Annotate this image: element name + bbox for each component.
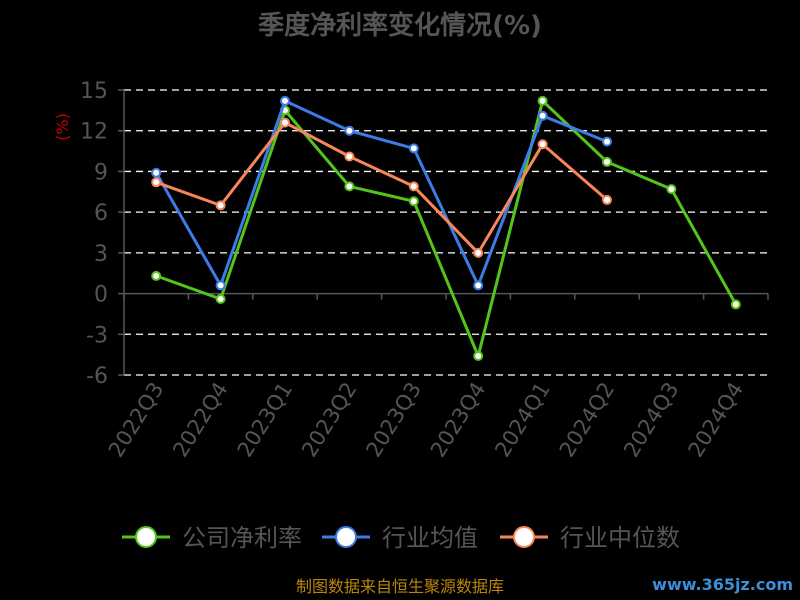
legend-label: 公司净利率 [182,524,302,552]
x-tick-label: 2023Q4 [426,378,491,461]
x-tick-label: 2023Q2 [297,378,362,461]
y-tick-label: 3 [94,242,108,267]
legend-item: 行业中位数 [500,524,680,552]
data-point [473,351,484,361]
legend-marker [335,526,357,548]
data-point [344,151,355,162]
y-tick-label: 0 [94,283,108,308]
data-point [215,294,226,304]
grid-lines [124,89,768,376]
data-source-note: 制图数据来自恒生聚源数据库 [296,577,504,596]
data-point [280,95,290,106]
legend-item: 行业均值 [322,524,478,552]
x-axis-ticks: 2022Q3 2022Q4 2023Q1 2023Q2 2023Q3 2023Q4 2024… [104,293,769,461]
legend-item: 公司净利率 [122,524,302,552]
series-3 [151,117,612,258]
chart-title: 季度净利率变化情况(%) [258,10,542,41]
data-point [280,117,290,128]
series-1 [151,95,741,361]
y-tick-label: -6 [86,364,108,389]
data-point [151,177,162,188]
data-point [537,139,548,150]
data-point [602,136,612,147]
legend: 公司净利率 行业均值 行业中位数 [122,524,680,552]
data-point [602,194,612,205]
data-point [215,200,226,211]
y-tick-label: 6 [94,201,108,226]
data-point [408,196,419,207]
data-point [473,280,484,291]
x-tick-label: 2024Q4 [684,378,749,461]
data-point [344,125,355,136]
series-group [151,95,741,361]
y-tick-label: 12 [80,120,108,145]
x-tick-label: 2023Q1 [233,378,298,461]
x-tick-label: 2024Q2 [555,378,620,461]
series-line [154,99,608,287]
data-point [408,143,419,154]
y-tick-label: 15 [80,79,108,104]
legend-marker [513,526,535,548]
x-tick-label: 2024Q1 [490,378,555,461]
data-point [408,181,419,192]
series-line [155,99,738,358]
legend-marker [135,526,157,548]
data-point [537,95,548,106]
data-point [730,299,741,310]
x-tick-label: 2024Q3 [619,378,684,461]
data-point [151,270,162,281]
x-tick-label: 2022Q3 [104,378,169,461]
legend-label: 行业中位数 [560,524,680,552]
data-point [344,181,355,192]
data-point [602,156,612,167]
watermark: www.365jz.com [652,575,793,594]
data-point [215,280,226,291]
data-point [666,184,677,195]
y-axis-ticks: 15 12 9 6 3 0 -3 -6 [80,79,124,389]
x-tick-label: 2022Q4 [168,378,233,461]
legend-label: 行业均值 [382,524,478,552]
data-point [151,167,162,178]
y-tick-label: -3 [86,323,108,348]
series-line [155,121,608,255]
data-point [537,110,548,121]
y-tick-label: 9 [94,160,108,185]
y-axis-label: (%) [53,113,72,141]
x-tick-label: 2023Q3 [362,378,427,461]
series-2 [151,95,612,291]
data-point [473,247,484,258]
